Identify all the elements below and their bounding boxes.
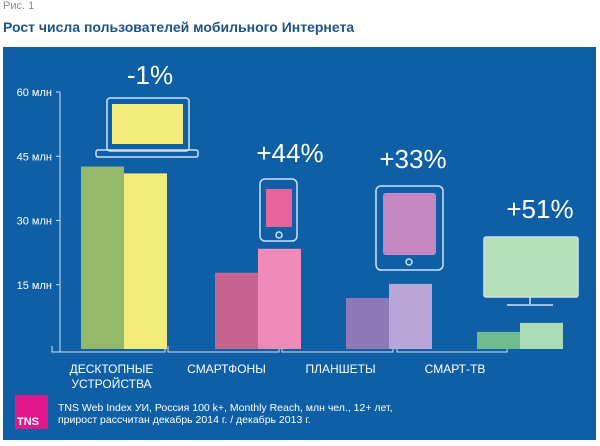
- laptop-icon: [95, 97, 199, 158]
- category-label-line: УСТРОЙСТВА: [71, 377, 152, 391]
- figure-label: Рис. 1: [3, 0, 35, 12]
- smartphone-icon: [259, 178, 298, 242]
- category-label: ПЛАНШЕТЫ: [281, 362, 401, 377]
- source-note: TNS Web Index УИ, Россия 100 k+, Monthly…: [58, 402, 393, 426]
- category-label: ДЕСКТОПНЫЕ УСТРОЙСТВА: [52, 362, 172, 392]
- chart-title: Рост числа пользователей мобильного Инте…: [3, 19, 355, 35]
- category-label-line: ПЛАНШЕТЫ: [305, 362, 376, 376]
- tablet-icon: [375, 185, 444, 271]
- smart-tv-icon: [483, 236, 579, 306]
- tns-logo: TNS: [15, 395, 48, 429]
- category-label: СМАРТ-ТВ: [395, 362, 515, 377]
- category-label: СМАРТФОНЫ: [167, 362, 287, 377]
- change-label: -1%: [127, 60, 173, 90]
- logo-text: TNS: [17, 416, 39, 428]
- source-line-2: прирост рассчитан декабрь 2014 г. / дека…: [58, 414, 311, 426]
- bar: [124, 173, 167, 349]
- y-tick-label: 30 млн: [17, 216, 52, 228]
- source-line-1: TNS Web Index УИ, Россия 100 k+, Monthly…: [58, 402, 393, 414]
- bar: [520, 322, 563, 349]
- y-tick-label: 60 млн: [17, 87, 52, 99]
- bar: [81, 166, 124, 349]
- bar: [346, 298, 389, 349]
- bar: [258, 248, 301, 349]
- category-label-line: СМАРТ-ТВ: [424, 362, 486, 376]
- change-label: +51%: [506, 194, 573, 224]
- change-label: +33%: [379, 144, 446, 174]
- bar: [477, 331, 520, 349]
- bar: [215, 272, 258, 349]
- category-label-line: СМАРТФОНЫ: [187, 362, 266, 376]
- y-tick-label: 45 млн: [17, 151, 52, 163]
- category-label-line: ДЕСКТОПНЫЕ: [69, 362, 154, 376]
- change-label: +44%: [256, 138, 323, 168]
- bar: [389, 283, 432, 349]
- y-tick-label: 15 млн: [17, 280, 52, 292]
